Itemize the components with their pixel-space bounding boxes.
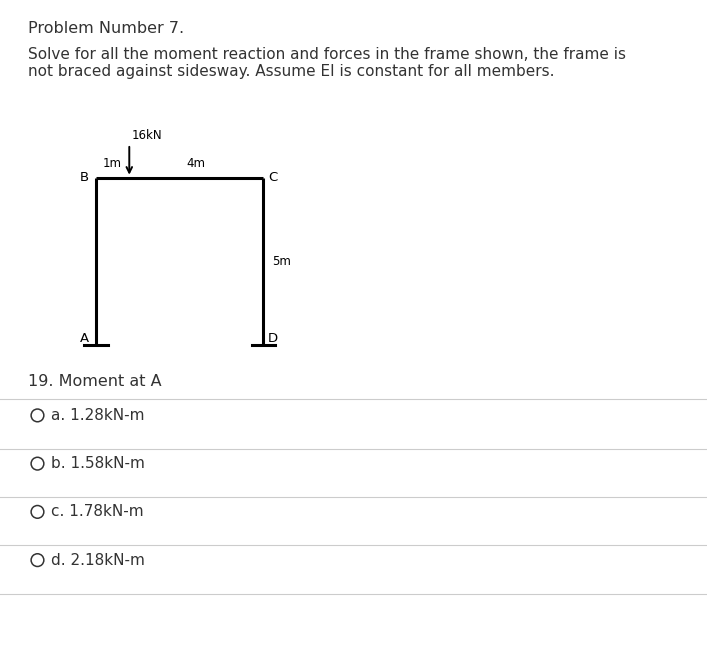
Text: a. 1.28kN-m: a. 1.28kN-m (51, 408, 144, 423)
Text: A: A (79, 332, 88, 345)
Text: 4m: 4m (187, 157, 206, 170)
Text: D: D (268, 332, 279, 345)
Text: 16kN: 16kN (132, 129, 163, 143)
Text: c. 1.78kN-m: c. 1.78kN-m (51, 505, 144, 519)
Text: Problem Number 7.: Problem Number 7. (28, 21, 185, 36)
Text: b. 1.58kN-m: b. 1.58kN-m (51, 456, 145, 471)
Text: Solve for all the moment reaction and forces in the frame shown, the frame is: Solve for all the moment reaction and fo… (28, 47, 626, 62)
Text: d. 2.18kN-m: d. 2.18kN-m (51, 553, 145, 567)
Text: 19. Moment at A: 19. Moment at A (28, 374, 162, 389)
Text: C: C (268, 171, 277, 184)
Text: B: B (79, 171, 88, 184)
Text: 5m: 5m (271, 255, 291, 268)
Text: 1m: 1m (103, 157, 122, 170)
Text: not braced against sidesway. Assume EI is constant for all members.: not braced against sidesway. Assume EI i… (28, 64, 555, 78)
